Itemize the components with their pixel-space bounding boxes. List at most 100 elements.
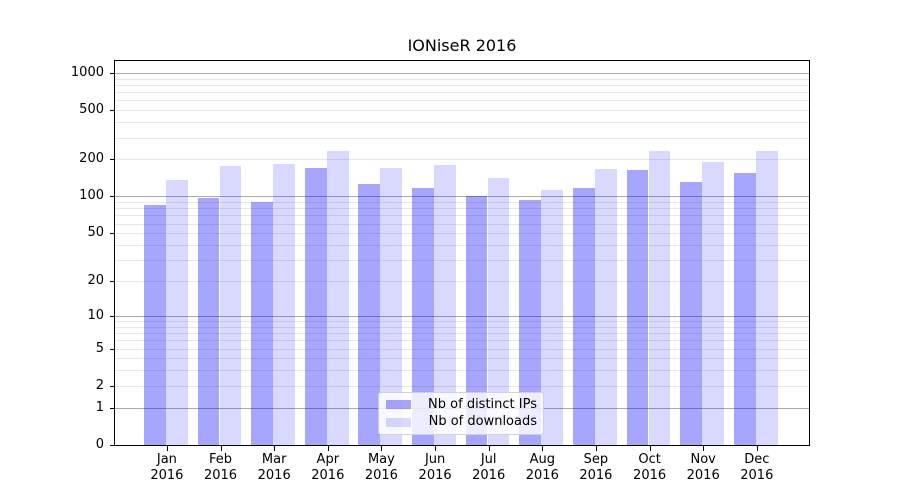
grid-line-minor [115,215,809,217]
bar-distinct-ips-nov [680,182,702,445]
grid-line-minor [115,122,809,124]
grid-line-minor [115,321,809,322]
bar-downloads-aug [541,189,564,445]
x-tick-year: 2016 [472,468,506,483]
grid-line-minor [115,348,809,350]
bar-distinct-ips-jul [465,196,488,445]
grid-line-major [115,315,809,317]
chart-title: IONiseR 2016 [407,36,517,55]
y-tick-label: 1 [95,399,104,415]
x-tick-year: 2016 [525,468,559,483]
x-tick-month: Aug [529,452,555,467]
bar-distinct-ips-mar [251,201,273,445]
legend-swatch-downloads [386,417,411,427]
grid-line-minor [115,340,809,342]
x-tick-mark [595,446,597,451]
legend-item-downloads: Nb of downloads [386,414,537,431]
x-tick-label-jul: Jul 2016 [461,452,517,484]
x-tick-year: 2016 [579,468,613,483]
x-tick-month: Nov [690,452,716,467]
y-tick-mark [110,445,115,446]
y-tick-label: 100 [79,188,104,204]
plot-area [114,60,810,446]
y-tick-mark [110,72,115,74]
x-tick-label-sep: Sep 2016 [568,452,624,484]
bar-distinct-ips-apr [304,168,327,445]
grid-line-minor [115,326,809,328]
grid-line-minor [115,100,809,102]
x-tick-month: May [367,452,395,467]
x-tick-label-dec: Dec 2016 [729,452,785,484]
y-tick-mark [110,385,115,387]
bar-distinct-ips-aug [519,200,542,445]
grid-line-minor [115,159,809,161]
x-tick-month: Feb [208,452,233,467]
grid-line-minor [115,110,809,112]
x-tick-label-may: May 2016 [353,452,409,484]
y-tick-label: 200 [79,151,104,167]
x-tick-month: Jul [480,452,497,467]
bar-distinct-ips-feb [197,197,220,445]
x-tick-year: 2016 [203,468,238,483]
grid-line-minor [115,233,809,235]
y-tick-mark [110,196,115,198]
bar-downloads-oct [648,150,671,445]
x-tick-year: 2016 [257,468,291,483]
bar-downloads-jul [487,178,510,445]
x-tick-month: Apr [316,452,340,467]
grid-line-minor [115,333,809,334]
bar-distinct-ips-jun [412,188,434,445]
legend-swatch-distinct-ips [386,400,411,410]
x-tick-mark [756,446,758,451]
x-tick-month: Sep [583,452,609,467]
grid-line-minor [115,84,809,86]
y-tick-mark [110,233,115,235]
bar-distinct-ips-oct [626,169,649,445]
legend: Nb of distinct IPs Nb of downloads [378,392,544,435]
grid-line-minor [115,202,809,204]
x-tick-label-jun: Jun 2016 [407,452,463,484]
bar-downloads-feb [219,165,242,445]
y-tick-label: 20 [87,273,104,288]
x-tick-year: 2016 [364,468,398,483]
y-tick-label: 500 [79,102,104,118]
bar-downloads-mar [273,163,295,445]
grid-line-minor [115,223,809,225]
x-tick-mark [435,446,437,451]
x-tick-label-feb: Feb 2016 [193,452,249,484]
x-tick-year: 2016 [311,468,345,483]
x-tick-year: 2016 [418,468,452,483]
grid-line-major [115,72,809,74]
x-tick-mark [703,446,705,451]
bar-downloads-sep [594,169,617,445]
y-tick-label: 50 [87,225,104,241]
grid-line-minor [115,358,809,360]
x-tick-month: Jun [424,452,446,467]
x-tick-label-mar: Mar 2016 [246,452,302,484]
y-tick-label: 2 [95,377,104,393]
bar-downloads-dec [755,150,778,445]
bar-distinct-ips-dec [733,173,756,445]
bar-distinct-ips-sep [572,187,595,445]
x-tick-label-aug: Aug 2016 [514,452,570,484]
x-tick-label-nov: Nov 2016 [675,452,731,484]
y-tick-mark [110,110,115,112]
legend-item-distinct-ips: Nb of distinct IPs [386,396,537,413]
x-tick-year: 2016 [686,468,720,483]
x-tick-label-jan: Jan 2016 [139,452,195,484]
y-tick-mark [110,159,115,161]
y-tick-mark [110,315,115,317]
x-tick-mark [166,446,168,451]
grid-line-minor [115,260,809,262]
bar-distinct-ips-may [358,184,381,445]
x-tick-month: Jan [156,452,177,467]
grid-line-major [115,196,809,198]
y-tick-mark [110,407,115,409]
grid-line-minor [115,385,809,387]
x-tick-month: Mar [261,452,287,467]
x-tick-label-apr: Apr 2016 [300,452,356,484]
bar-downloads-jan [165,180,188,445]
y-tick-mark [110,348,115,350]
y-tick-label: 5 [95,340,104,356]
y-tick-mark [110,281,115,282]
